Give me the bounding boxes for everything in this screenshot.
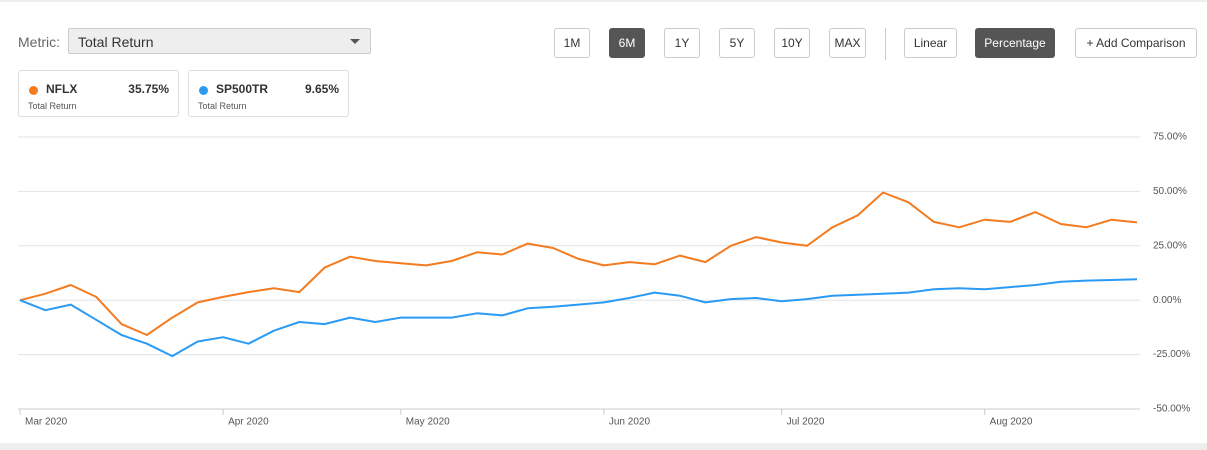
footer-band	[0, 443, 1207, 450]
series-line	[19, 278, 1138, 358]
legend-caption: Total Return	[198, 101, 247, 111]
x-tick-label: Jul 2020	[787, 417, 825, 428]
y-tick-label: 50.00%	[1153, 186, 1187, 197]
legend-name: SP500TR	[216, 82, 269, 96]
add-comparison-button[interactable]: + Add Comparison	[1075, 28, 1197, 58]
range-button[interactable]: 1Y	[664, 28, 700, 58]
x-tick-label: Jun 2020	[609, 417, 651, 428]
y-tick-label: -25.00%	[1153, 349, 1190, 360]
y-tick-label: 0.00%	[1153, 295, 1181, 306]
metric-select[interactable]: Total Return	[68, 28, 371, 54]
y-tick-label: -50.00%	[1153, 404, 1190, 415]
legend-card[interactable]: NFLX 35.75% Total Return	[18, 70, 179, 117]
legend-swatch	[29, 86, 38, 95]
legend-value: 9.65%	[304, 82, 339, 96]
legend-value: 35.75%	[128, 82, 169, 96]
range-button[interactable]: MAX	[829, 28, 866, 58]
divider	[885, 28, 886, 60]
x-tick-label: May 2020	[406, 417, 450, 428]
x-tick-label: Aug 2020	[990, 417, 1033, 428]
legend-card[interactable]: SP500TR 9.65% Total Return	[188, 70, 349, 117]
scale-button[interactable]: Linear	[904, 28, 957, 58]
y-tick-label: 25.00%	[1153, 240, 1187, 251]
x-tick-label: Mar 2020	[25, 417, 68, 428]
y-tick-label: 75.00%	[1153, 132, 1187, 143]
scale-button[interactable]: Percentage	[975, 28, 1055, 58]
range-button[interactable]: 6M	[609, 28, 645, 58]
x-tick-label: Apr 2020	[228, 417, 269, 428]
legend-name: NFLX	[46, 82, 78, 96]
legend-swatch	[199, 86, 208, 95]
range-button[interactable]: 5Y	[719, 28, 755, 58]
metric-label: Metric:	[18, 34, 60, 50]
series-line	[19, 191, 1138, 336]
range-button[interactable]: 10Y	[774, 28, 810, 58]
range-button[interactable]: 1M	[554, 28, 590, 58]
legend-caption: Total Return	[28, 101, 77, 111]
